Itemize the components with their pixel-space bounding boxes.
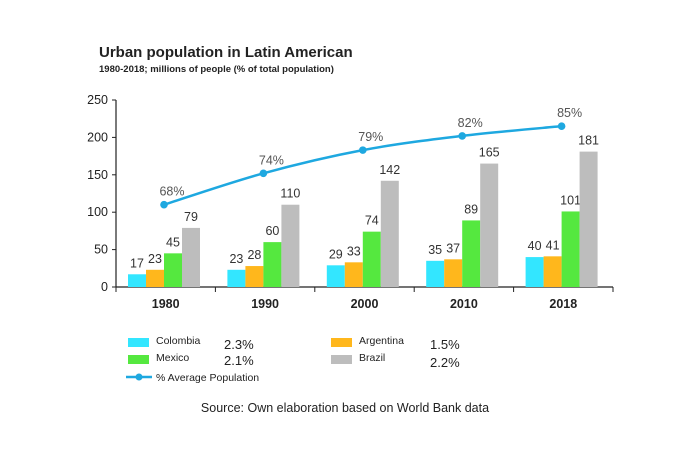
average-label: 82% [458, 116, 483, 130]
bar-brazil-2010 [480, 163, 499, 287]
bar-mexico-1980 [164, 253, 182, 287]
bar-brazil-2018 [579, 151, 598, 287]
bar-value-label: 23 [148, 252, 162, 266]
chart-title: Urban population in Latin American [99, 44, 353, 61]
bar-colombia-2000 [326, 265, 345, 287]
legend-line-marker [126, 373, 152, 381]
legend-growth-brazil: 2.2% [430, 355, 460, 370]
average-point [557, 122, 566, 130]
legend-swatch-colombia [128, 338, 149, 347]
legend-swatch-argentina [331, 338, 352, 347]
bar-colombia-1990 [227, 269, 246, 287]
average-point [359, 146, 367, 154]
bar-value-label: 41 [546, 238, 560, 252]
bar-argentina-2000 [344, 262, 363, 287]
bar-value-label: 28 [247, 248, 261, 262]
legend-label-brazil: Brazil [359, 352, 386, 364]
y-tick-label: 100 [87, 205, 108, 219]
bar-value-label: 74 [365, 214, 379, 228]
bar-brazil-1990 [281, 204, 300, 287]
bar-value-label: 40 [528, 239, 542, 253]
chart-subtitle: 1980-2018; millions of people (% of tota… [99, 64, 334, 75]
bar-mexico-2000 [362, 231, 381, 287]
y-tick-label: 150 [87, 168, 108, 182]
bar-value-label: 89 [464, 202, 478, 216]
legend-label-mexico: Mexico [156, 352, 190, 364]
bar-mexico-1990 [263, 242, 282, 287]
y-tick-label: 250 [87, 93, 108, 107]
bar-value-label: 101 [560, 193, 581, 207]
bar-value-label: 60 [265, 224, 279, 238]
legend-growth-colombia: 2.3% [224, 337, 254, 352]
bar-mexico-2010 [462, 220, 481, 287]
source-note: Source: Own elaboration based on World B… [200, 401, 490, 415]
bar-brazil-2000 [380, 180, 399, 287]
average-label: 68% [159, 185, 184, 199]
bar-value-label: 29 [329, 247, 343, 261]
bar-argentina-2018 [543, 256, 562, 287]
x-tick-label: 2018 [549, 297, 577, 311]
legend-swatch-brazil [331, 355, 352, 364]
bar-value-label: 17 [130, 256, 144, 270]
x-tick-label: 1980 [152, 297, 180, 311]
bar-value-label: 33 [347, 244, 361, 258]
bar-argentina-1980 [146, 269, 164, 287]
average-label: 85% [557, 106, 582, 120]
bar-argentina-1990 [245, 266, 264, 287]
y-tick-label: 0 [101, 280, 108, 294]
legend-growth-mexico: 2.1% [224, 353, 254, 368]
average-label: 79% [358, 130, 383, 144]
bar-mexico-2018 [561, 211, 580, 287]
x-tick-label: 2000 [351, 297, 379, 311]
bar-value-label: 79 [184, 210, 198, 224]
x-tick-label: 1990 [251, 297, 279, 311]
bar-value-label: 35 [428, 243, 442, 257]
average-point [458, 132, 467, 140]
bar-value-label: 181 [578, 134, 599, 148]
bar-value-label: 37 [446, 241, 460, 255]
bar-colombia-1980 [128, 274, 146, 287]
average-point [259, 169, 268, 178]
bar-colombia-2010 [426, 260, 445, 287]
average-point [160, 200, 168, 209]
y-tick-label: 200 [87, 130, 108, 144]
legend-label-argentina: Argentina [359, 335, 404, 347]
y-tick-label: 50 [94, 243, 108, 257]
x-tick-label: 2010 [450, 297, 478, 311]
legend-label-average: % Average Population [156, 372, 260, 384]
average-label: 74% [259, 153, 284, 167]
bar-value-label: 23 [229, 252, 243, 266]
bar-value-label: 110 [280, 187, 300, 201]
bar-value-label: 45 [166, 235, 180, 249]
legend-growth-argentina: 1.5% [430, 337, 460, 352]
legend-label-colombia: Colombia [156, 335, 201, 347]
bar-colombia-2018 [525, 257, 544, 287]
bar-argentina-2010 [444, 259, 463, 287]
bar-value-label: 165 [479, 146, 500, 160]
bar-value-label: 142 [379, 163, 400, 177]
legend-swatch-mexico [128, 355, 149, 364]
bar-brazil-1980 [182, 227, 200, 287]
